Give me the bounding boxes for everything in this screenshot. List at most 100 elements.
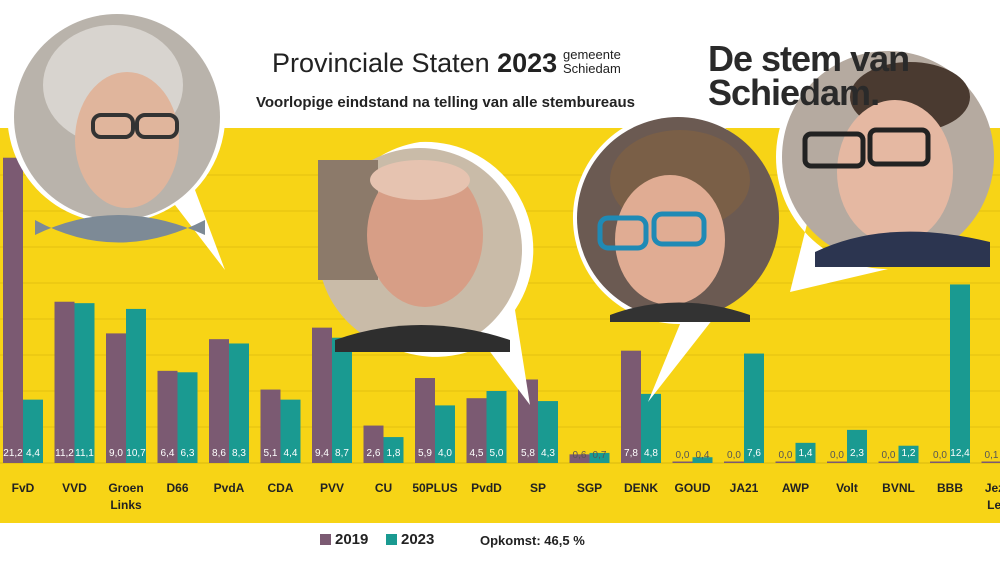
- turnout-label: Opkomst: 46,5 %: [480, 533, 585, 548]
- bar-2019-vvd: [54, 301, 75, 463]
- x-tick-label: 50PLUS: [412, 481, 457, 495]
- data-label: 0,4: [696, 450, 710, 461]
- data-label: 0,0: [830, 450, 844, 461]
- data-label: 6,3: [181, 448, 195, 459]
- bar-2023-awp: [795, 442, 816, 463]
- data-label: 2,6: [367, 448, 381, 459]
- bar-2019-jezus-leeft: [981, 461, 1000, 463]
- data-label: 4,8: [644, 448, 658, 459]
- data-label: 4,4: [26, 448, 40, 459]
- x-tick-label: JezusLeeft: [985, 481, 1000, 512]
- x-tick-label: VVD: [62, 481, 87, 495]
- bar-2023-pvdd: [486, 391, 507, 463]
- legend-2019: 2019: [320, 531, 368, 548]
- bar-2019-awp: [775, 461, 796, 463]
- data-label: 0,0: [779, 450, 793, 461]
- bar-2023-50plus: [435, 405, 455, 463]
- bar-2019-ja21: [724, 461, 744, 463]
- bar-2023-d66: [177, 372, 198, 463]
- portrait-bubble-1: [7, 6, 226, 271]
- chart-title: Provinciale Staten 2023: [272, 48, 558, 78]
- bar-2019-bbb: [930, 461, 950, 463]
- bar-2023-denk: [641, 393, 661, 463]
- x-tick-label: BBB: [937, 481, 963, 495]
- bar-2019-cda: [260, 389, 281, 463]
- x-tick-label: Groen Links: [108, 481, 143, 512]
- data-label: 0,0: [676, 450, 690, 461]
- x-tick-label: SGP: [577, 481, 602, 495]
- x-tick-label: GOUD: [675, 481, 711, 495]
- data-label: 1,4: [799, 448, 813, 459]
- data-label: 9,4: [315, 448, 329, 459]
- x-tick-label: CDA: [268, 481, 294, 495]
- data-label: 7,6: [747, 448, 761, 459]
- bar-2019-sgp: [569, 454, 590, 463]
- bar-2019-fvd: [3, 157, 23, 463]
- data-label: 9,0: [109, 448, 123, 459]
- data-label: 21,2: [3, 448, 23, 459]
- bar-2023-groen-links: [126, 308, 146, 463]
- x-tick-label: Volt: [836, 481, 858, 495]
- data-label: 8,6: [212, 448, 226, 459]
- bar-2019-pvv: [312, 327, 332, 463]
- data-label: 4,0: [438, 448, 452, 459]
- bar-2023-volt: [847, 429, 867, 463]
- bar-2019-bvnl: [878, 461, 899, 463]
- data-label: 0,0: [727, 450, 741, 461]
- bar-2019-groen-links: [106, 333, 126, 463]
- bar-2019-pvda: [209, 339, 229, 463]
- bar-2023-bbb: [950, 284, 970, 463]
- chart-subtitle: Voorlopige eindstand na telling van alle…: [256, 94, 635, 111]
- data-label: 5,1: [264, 448, 278, 459]
- bar-2019-50plus: [415, 378, 435, 463]
- data-label: 5,9: [418, 448, 432, 459]
- data-label: 0,0: [933, 450, 947, 461]
- data-label: 0,6: [573, 450, 587, 461]
- bar-2023-sp: [538, 401, 558, 463]
- data-label: 0,7: [593, 450, 607, 461]
- x-tick-label: DENK: [624, 481, 658, 495]
- brand-logo: De stem van Schiedam.: [708, 38, 910, 113]
- portrait-bubble-3: [572, 112, 779, 402]
- data-label: 11,1: [75, 448, 94, 459]
- bar-2019-d66: [157, 370, 178, 463]
- bar-2023-vvd: [74, 303, 95, 463]
- data-label: 10,7: [126, 448, 146, 459]
- data-label: 6,4: [161, 448, 175, 459]
- legend-swatch-2019: [320, 534, 331, 545]
- bar-2023-bvnl: [898, 445, 919, 463]
- bar-2023-cu: [383, 437, 404, 463]
- x-tick-label: CU: [375, 481, 392, 495]
- data-label: 1,2: [902, 448, 916, 459]
- data-label: 5,0: [490, 448, 504, 459]
- data-label: 12,4: [950, 448, 970, 459]
- data-label: 2,3: [850, 448, 864, 459]
- x-tick-label: FvD: [12, 481, 35, 495]
- bar-2023-cda: [280, 399, 301, 463]
- bar-2019-goud: [672, 461, 693, 463]
- data-label: 7,8: [624, 448, 638, 459]
- bar-2023-ja21: [744, 353, 764, 463]
- data-label: 4,4: [284, 448, 298, 459]
- portrait-bubble-4: [776, 45, 994, 292]
- bar-2019-sp: [518, 379, 538, 463]
- data-label: 0,1: [985, 450, 999, 461]
- x-tick-label: PvdA: [214, 481, 245, 495]
- bar-2019-denk: [621, 350, 641, 463]
- x-tick-label: AWP: [782, 481, 809, 495]
- data-label: 4,5: [470, 448, 484, 459]
- bars: 21,2 4,4 11,2 11,1 9,0 10,7 6,4 6,3 8,6 8,3 5,1 4,4…: [3, 157, 1000, 463]
- bar-2019-pvdd: [466, 398, 487, 463]
- bar-2023-sgp: [589, 452, 610, 463]
- data-label: 1,8: [387, 448, 401, 459]
- data-label: 8,7: [335, 448, 349, 459]
- legend-swatch-2023: [386, 534, 397, 545]
- x-tick-label: PvdD: [471, 481, 502, 495]
- data-label: 5,8: [521, 448, 535, 459]
- bar-2023-pvda: [229, 343, 249, 463]
- data-label: 11,2: [55, 448, 74, 459]
- bar-2023-goud: [692, 457, 713, 463]
- bar-2023-fvd: [23, 399, 43, 463]
- x-axis-labels: FvD VVD Groen Links D66 PvdA CDA PVV CU 50PLUS Pvd…: [12, 481, 1000, 512]
- portrait-bubble-2: [318, 141, 534, 405]
